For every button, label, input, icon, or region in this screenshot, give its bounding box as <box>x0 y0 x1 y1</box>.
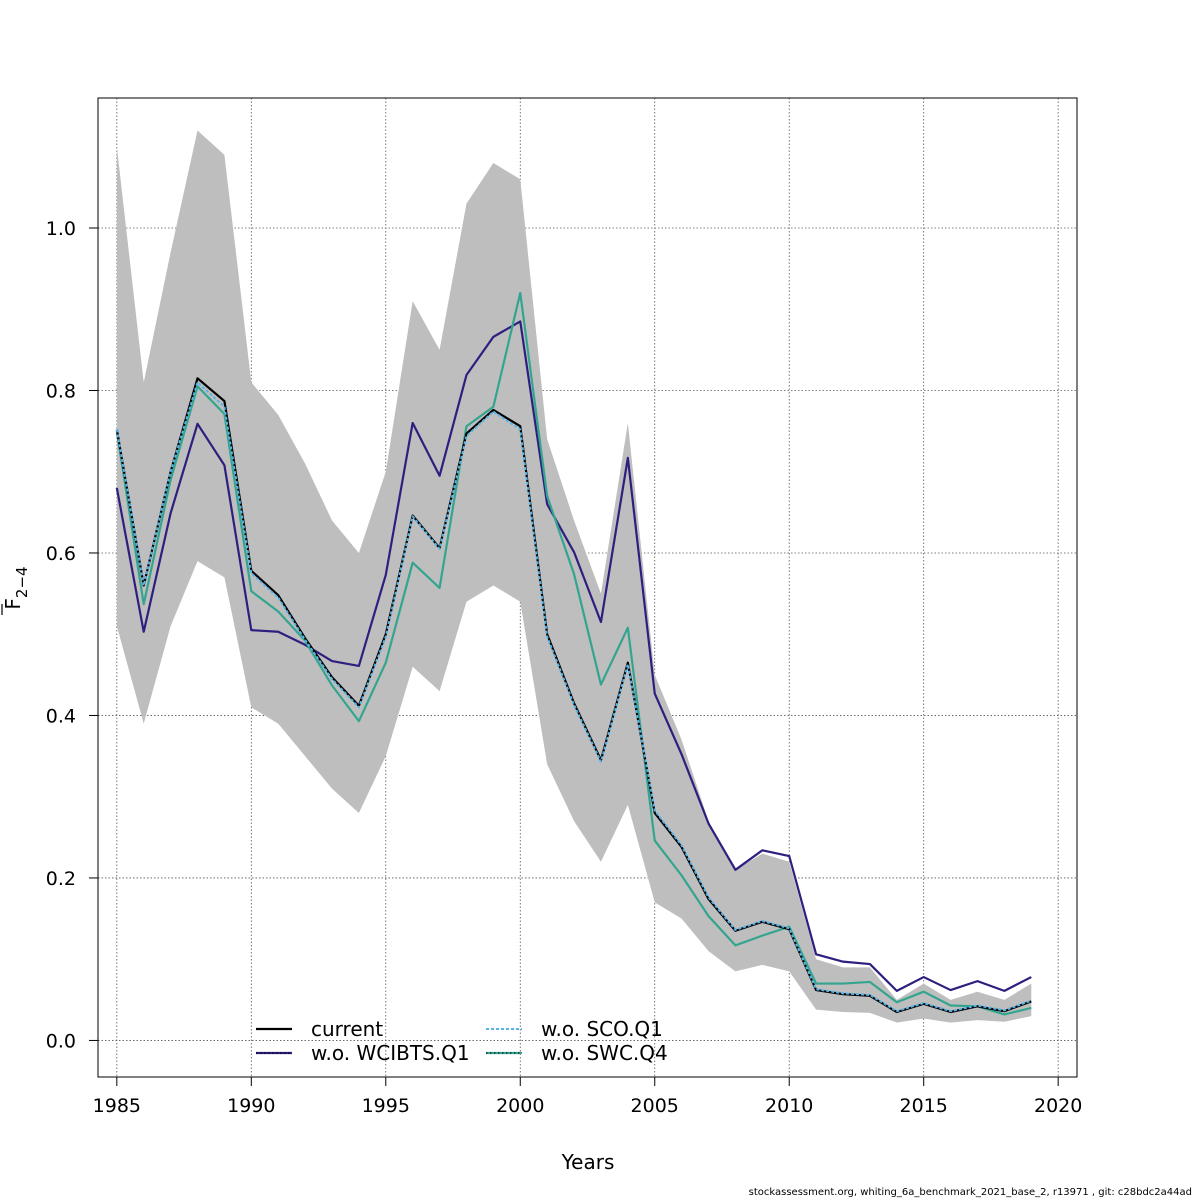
x-tick-label: 2020 <box>1034 1095 1082 1117</box>
legend-label-w-o-wcibts-q1: w.o. WCIBTS.Q1 <box>311 1041 470 1065</box>
x-tick-label: 1990 <box>227 1095 275 1117</box>
series-line-w-o-sco-q1 <box>115 381 1032 1013</box>
y-tick-label: 0.0 <box>46 1030 76 1052</box>
series-line-w-o-wcibts-q1 <box>115 320 1032 992</box>
y-axis-title-main: F <box>1 598 25 610</box>
x-axis-title: Years <box>561 1150 615 1174</box>
y-tick-label: 0.6 <box>46 543 76 565</box>
footer-note: stockassessment.org, whiting_6a_benchmar… <box>748 1187 1192 1198</box>
y-axis-title: F2−4 <box>1 566 31 615</box>
plot-frame <box>97 97 1078 1078</box>
legend-label-w-o-swc-q4: w.o. SWC.Q4 <box>541 1041 668 1065</box>
y-tick-label: 0.4 <box>46 705 76 727</box>
legend-label-current: current <box>311 1017 383 1041</box>
x-tick-label: 1995 <box>362 1095 410 1117</box>
x-tick-label: 2005 <box>631 1095 679 1117</box>
svg-text:F2−4: F2−4 <box>1 566 31 609</box>
series-line-w-o-swc-q4 <box>115 291 1032 1016</box>
y-axis: 0.0 0.2 0.4 0.6 0.8 1.0 <box>46 218 98 1052</box>
y-axis-title-subscript: 2−4 <box>13 566 31 598</box>
y-tick-label: 1.0 <box>46 218 76 240</box>
x-tick-label: 2015 <box>900 1095 948 1117</box>
x-axis: 1985 1990 1995 2000 2005 2010 2015 2020 <box>93 1077 1082 1117</box>
x-tick-label: 2010 <box>765 1095 813 1117</box>
series-lines <box>115 291 1032 1016</box>
y-tick-label: 0.2 <box>46 868 76 890</box>
x-tick-label: 2000 <box>496 1095 544 1117</box>
x-tick-label: 1985 <box>93 1095 141 1117</box>
y-tick-label: 0.8 <box>46 380 76 402</box>
legend-label-w-o-sco-q1: w.o. SCO.Q1 <box>541 1017 663 1041</box>
